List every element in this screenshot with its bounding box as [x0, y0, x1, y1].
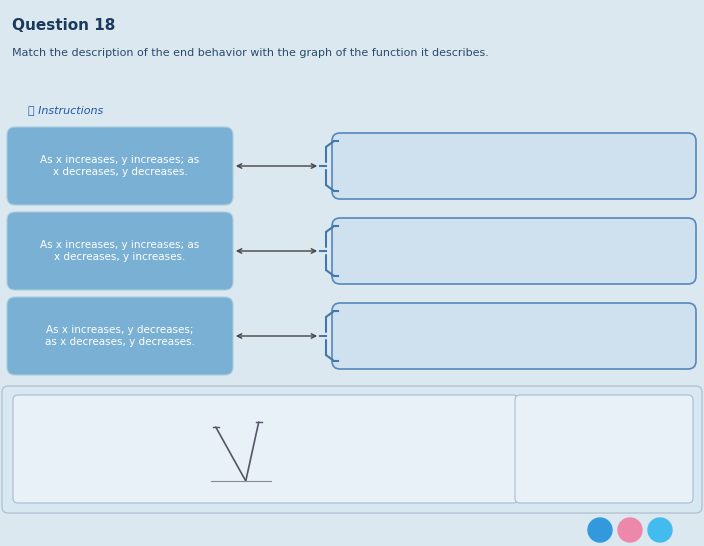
Text: As x increases, y decreases;
as x decreases, y decreases.: As x increases, y decreases; as x decrea…: [45, 325, 195, 347]
FancyBboxPatch shape: [515, 395, 693, 503]
Circle shape: [648, 518, 672, 542]
FancyBboxPatch shape: [332, 133, 696, 199]
FancyBboxPatch shape: [332, 303, 696, 369]
FancyBboxPatch shape: [2, 386, 702, 513]
Text: Question 18: Question 18: [12, 18, 115, 33]
Text: As x increases, y increases; as
x decreases, y increases.: As x increases, y increases; as x decrea…: [40, 240, 200, 262]
FancyBboxPatch shape: [7, 127, 233, 205]
Text: Match the description of the end behavior with the graph of the function it desc: Match the description of the end behavio…: [12, 48, 489, 58]
FancyBboxPatch shape: [332, 218, 696, 284]
Text: ⓘ Instructions: ⓘ Instructions: [28, 105, 103, 115]
Text: As x increases, y increases; as
x decreases, y decreases.: As x increases, y increases; as x decrea…: [40, 155, 200, 177]
Circle shape: [588, 518, 612, 542]
Circle shape: [618, 518, 642, 542]
FancyBboxPatch shape: [13, 395, 518, 503]
FancyBboxPatch shape: [7, 212, 233, 290]
FancyBboxPatch shape: [7, 297, 233, 375]
